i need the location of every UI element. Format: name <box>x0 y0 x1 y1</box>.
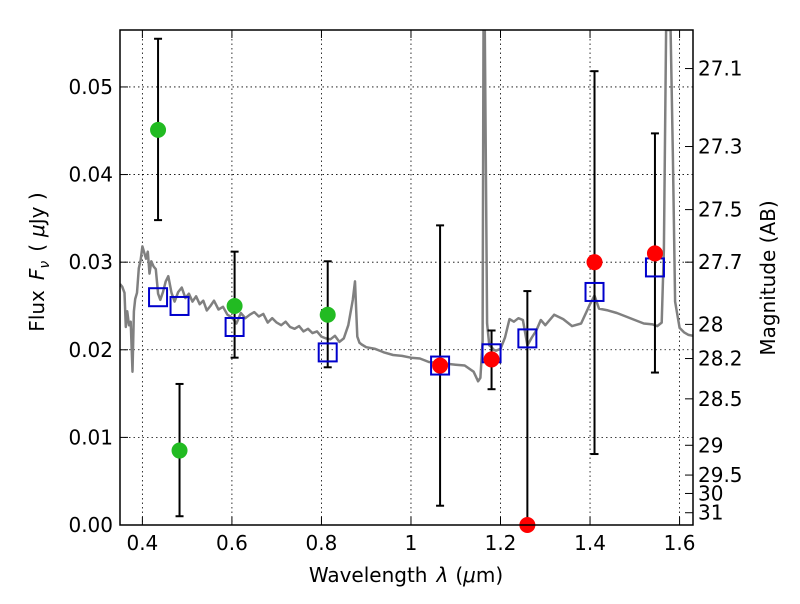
x-tick-label: 1.4 <box>574 531 606 555</box>
y2-tick-label: 29.5 <box>698 463 743 487</box>
y-axis-title-text: Flux <box>25 290 49 332</box>
data-point <box>646 245 663 262</box>
y-axis-title-unit-open: ( <box>25 244 49 252</box>
x-axis-title-unit-open: ( <box>455 563 463 587</box>
y2-tick-label: 29 <box>698 433 723 457</box>
y2-tick-label: 27.7 <box>698 250 743 274</box>
y-tick-label: 0.05 <box>68 75 113 99</box>
x-axis-title-unit-rest: m) <box>476 563 503 587</box>
y2-tick-label: 27.5 <box>698 198 743 222</box>
y2-tick-label: 28 <box>698 312 723 336</box>
y2-tick-label: 30 <box>698 481 723 505</box>
x-axis-title-symbol: λ <box>435 563 448 587</box>
y2-axis-title: Magnitude (AB) <box>756 200 780 355</box>
y2-tick-label: 31 <box>698 501 723 525</box>
y2-tick-label: 27.1 <box>698 57 743 81</box>
model-square-marker <box>317 342 338 363</box>
x-axis-title-unit-mu: μ <box>462 563 476 587</box>
x-tick-label: 1 <box>405 531 418 555</box>
x-tick-label: 0.4 <box>126 531 158 555</box>
y-axis: 0.00 0.01 0.02 0.03 0.04 0.05 <box>68 75 128 537</box>
x-tick-label: 0.6 <box>216 531 248 555</box>
y-tick-label: 0.02 <box>68 338 113 362</box>
y-axis-title-unit-rest: Jy ) <box>25 192 49 226</box>
x-axis: 0.4 0.6 0.8 1 1.2 1.4 1.6 <box>126 30 695 555</box>
x-axis-title-text: Wavelength <box>309 563 428 587</box>
model-square-marker <box>148 287 169 308</box>
y-tick-label: 0.03 <box>68 250 113 274</box>
plot-area <box>120 30 693 383</box>
y-axis-title-subscript: ν <box>37 261 53 269</box>
y-tick-label: 0.00 <box>68 513 113 537</box>
x-tick-label: 1.2 <box>485 531 517 555</box>
data-point <box>586 254 603 271</box>
x-axis-title: Wavelength λ (μm) <box>309 563 503 587</box>
model-square-marker <box>517 328 538 349</box>
plot-frame <box>119 29 694 526</box>
model-square-marker <box>584 281 605 302</box>
y-axis-title: Flux Fν ( μJy ) <box>25 192 53 331</box>
data-point <box>171 442 188 459</box>
y-tick-label: 0.04 <box>68 163 113 187</box>
y-axis-title-symbol: F <box>25 268 49 280</box>
y2-tick-label: 28.5 <box>698 387 743 411</box>
markers <box>148 37 665 533</box>
y2-tick-label: 27.3 <box>698 135 743 159</box>
data-point <box>432 357 449 374</box>
data-point <box>150 121 167 138</box>
y-axis-title-unit-mu: μ <box>25 224 49 238</box>
model-square-marker <box>169 295 190 316</box>
data-point <box>226 297 243 314</box>
x-tick-label: 1.6 <box>664 531 696 555</box>
model-square-marker <box>224 317 245 337</box>
model-square-marker <box>430 355 451 376</box>
y2-tick-label: 28.2 <box>698 347 743 371</box>
data-point <box>319 306 336 323</box>
x-tick-label: 0.8 <box>306 531 338 555</box>
y-tick-label: 0.01 <box>68 425 113 449</box>
model-spectrum-line <box>120 30 693 383</box>
grid-lines <box>120 30 693 526</box>
data-point <box>483 351 500 368</box>
